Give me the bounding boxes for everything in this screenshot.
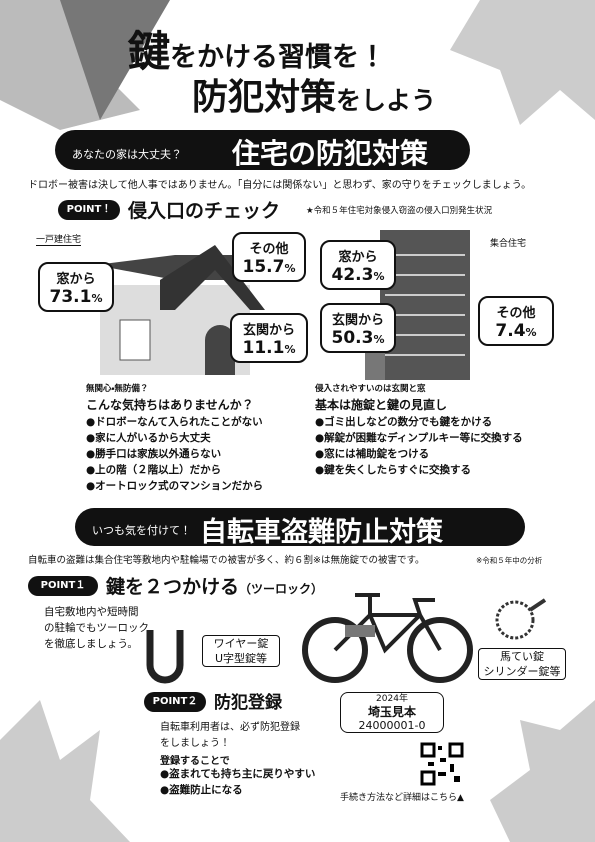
text-line: を徹底しましょう。 bbox=[44, 638, 138, 650]
benefit-lead: 登録することで bbox=[160, 756, 230, 767]
text-line: をしましょう！ bbox=[160, 738, 230, 749]
list-title: 基本は施錠と鍵の見直し bbox=[315, 398, 448, 412]
point-badge: POINT２ bbox=[144, 692, 206, 712]
point-heading: 鍵を２つかける（ツーロック） bbox=[106, 572, 323, 599]
bullet-list: ゴミ出しなどの数分でも鍵をかける解錠が困難なディンプルキー等に交換する窓には補助… bbox=[315, 414, 523, 478]
bullet-item: 解錠が困難なディンプルキー等に交換する bbox=[315, 430, 522, 446]
stat-value: 73.1 bbox=[49, 287, 92, 307]
stat-value: 7.4 bbox=[495, 321, 526, 341]
stat-label: その他 bbox=[496, 306, 536, 321]
stat-label: 玄関から bbox=[331, 313, 384, 328]
stat-value: 11.1 bbox=[242, 338, 285, 358]
stat-value: 15.7 bbox=[242, 257, 285, 277]
bullet-item: オートロック式のマンションだから bbox=[86, 478, 263, 494]
stat-callout: 玄関から 50.3% bbox=[320, 303, 396, 353]
point-text: 自転車利用者は、必ず防犯登録 をしましょう！ bbox=[160, 720, 300, 752]
stat-label: 玄関から bbox=[242, 323, 295, 338]
point-heading-main: 鍵を２つかける bbox=[106, 576, 240, 598]
point-heading: 侵入口のチェック bbox=[128, 200, 281, 222]
point-badge: POINT！ bbox=[58, 200, 120, 220]
lock-type: シリンダー錠等 bbox=[483, 665, 561, 678]
section-title: 自転車盗難防止対策 bbox=[200, 517, 443, 548]
qr-caption: 手続き方法など詳細はこちら▲ bbox=[340, 793, 464, 803]
point-text: 自宅敷地内や短時間 の駐輪でもツーロック を徹底しましょう。 bbox=[44, 604, 149, 652]
intro: ドロボー被害は決して他人事ではありません。「自分には関係ない」と思わず、家の守り… bbox=[28, 180, 532, 191]
sticker-number: 24000001-0 bbox=[358, 719, 426, 732]
lock-type: 馬てい錠 bbox=[500, 650, 544, 663]
stat-unit: % bbox=[284, 343, 296, 356]
stat-callout: その他 7.4% bbox=[478, 296, 554, 346]
point-heading-sub: （ツーロック） bbox=[239, 582, 324, 596]
section-tagline: いつも気を付けて！ bbox=[92, 524, 191, 537]
bullet-list: ドロボーなんて入られたことがない家に人がいるから大丈夫勝手口は家族以外通らない上… bbox=[86, 414, 263, 494]
registration-sticker: 2024年 埼玉見本 24000001-0 bbox=[340, 692, 444, 733]
section-tagline: あなたの家は大丈夫？ bbox=[72, 148, 182, 161]
bullet-item: 勝手口は家族以外通らない bbox=[86, 446, 263, 462]
stat-unit: % bbox=[284, 262, 296, 275]
text-line: の駐輪でもツーロック bbox=[44, 622, 149, 634]
list-kicker: 無関心・無防備？ bbox=[86, 384, 149, 394]
title-rest: をかける習慣を！ bbox=[170, 42, 387, 73]
lock-label: ワイヤー錠 U字型錠等 bbox=[202, 635, 280, 667]
sticker-year: 2024年 bbox=[376, 694, 408, 704]
list-title: こんな気持ちはありませんか？ bbox=[86, 398, 254, 412]
text-line: 自転車利用者は、必ず防犯登録 bbox=[160, 722, 300, 733]
stat-callout: 窓から 42.3% bbox=[320, 240, 396, 290]
stat-label: 窓から bbox=[56, 272, 96, 287]
stat-callout: その他 15.7% bbox=[232, 232, 306, 282]
point-badge: POINT１ bbox=[28, 576, 98, 596]
text-line: 自宅敷地内や短時間 bbox=[44, 606, 139, 618]
bullet-item: 盗まれても持ち主に戻りやすい bbox=[160, 766, 315, 782]
stat-value: 50.3 bbox=[331, 328, 374, 348]
stat-unit: % bbox=[373, 270, 385, 283]
bicycle-illustration bbox=[146, 593, 547, 684]
bullet-item: 盗難防止になる bbox=[160, 782, 315, 798]
title-suffix: をしよう bbox=[336, 86, 437, 115]
stat-note: ★令和５年住宅対象侵入窃盗の侵入口別発生状況 bbox=[306, 206, 493, 216]
house-label: 一戸建住宅 bbox=[36, 232, 82, 246]
bullet-item: ゴミ出しなどの数分でも鍵をかける bbox=[315, 414, 523, 430]
bullet-item: 上の階（２階以上）だから bbox=[86, 462, 263, 478]
section-banner bbox=[55, 130, 470, 170]
bullet-item: 鍵を失くしたらすぐに交換する bbox=[315, 462, 523, 478]
lock-type: U字型錠等 bbox=[214, 652, 268, 665]
sticker-sample: 埼玉見本 bbox=[367, 705, 416, 719]
title-line-1: 鍵をかける習慣を！ bbox=[128, 18, 386, 79]
bullet-item: 窓には補助錠をつける bbox=[315, 446, 523, 462]
section-title: 住宅の防犯対策 bbox=[232, 137, 429, 170]
title-key: 鍵 bbox=[128, 27, 171, 76]
title-main: 防犯対策 bbox=[192, 77, 337, 118]
stat-label: その他 bbox=[249, 242, 289, 257]
bullet-item: ドロボーなんて入られたことがない bbox=[86, 414, 263, 430]
apartment-label: 集合住宅 bbox=[490, 239, 527, 249]
list-kicker: 侵入されやすいのは玄関と窓 bbox=[315, 384, 426, 394]
stat-unit: % bbox=[91, 292, 103, 305]
stat-value: 42.3 bbox=[331, 265, 374, 285]
bullet-list: 盗まれても持ち主に戻りやすい盗難防止になる bbox=[160, 766, 315, 798]
lock-type: ワイヤー錠 bbox=[213, 637, 269, 650]
stat-callout: 窓から 73.1% bbox=[38, 262, 114, 312]
stat-label: 窓から bbox=[338, 250, 378, 265]
stat-unit: % bbox=[525, 326, 537, 339]
stat-unit: % bbox=[373, 333, 385, 346]
point-heading: 防犯登録 bbox=[214, 693, 282, 713]
qr-code bbox=[420, 742, 464, 786]
stat-callout: 玄関から 11.1% bbox=[230, 313, 308, 363]
bullet-item: 家に人がいるから大丈夫 bbox=[86, 430, 263, 446]
intro-note: ※令和５年中の分析 bbox=[476, 556, 543, 565]
title-line-2: 防犯対策をしよう bbox=[192, 68, 436, 120]
section-banner bbox=[75, 508, 525, 546]
intro: 自転車の盗難は集合住宅等敷地内や駐輪場での被害が多く、約６割※は無施錠での被害で… bbox=[28, 555, 425, 566]
lock-label: 馬てい錠シリンダー錠等 bbox=[478, 648, 566, 680]
